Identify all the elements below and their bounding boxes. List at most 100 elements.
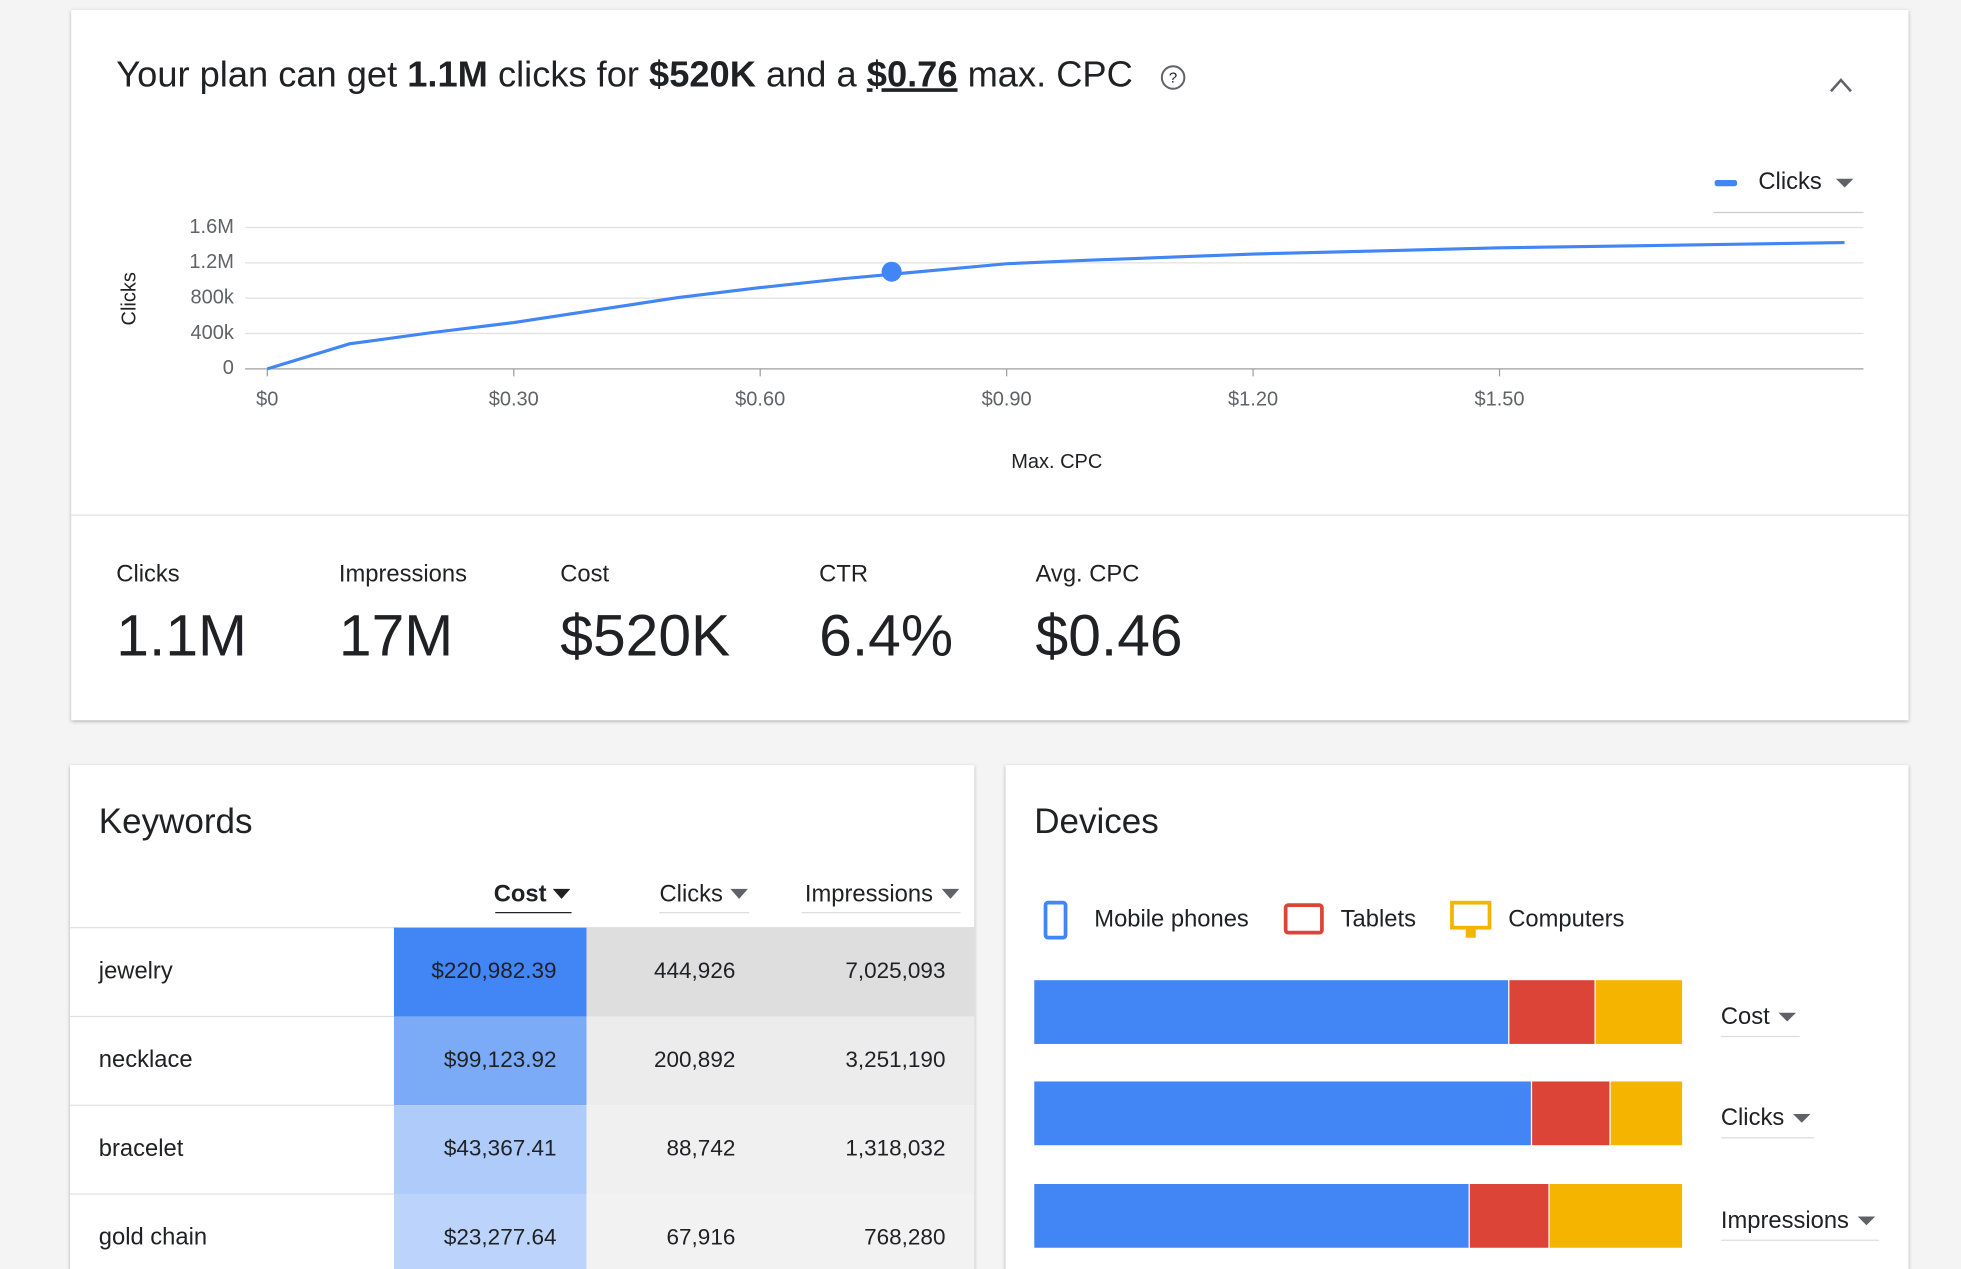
- title-text: clicks for: [498, 53, 639, 94]
- stat-label: Impressions: [339, 560, 467, 587]
- device-bar: [1610, 1081, 1683, 1146]
- impressions-value: 7,025,093: [845, 958, 945, 983]
- clicks-value: 444,926: [654, 958, 735, 983]
- x-tick-label: $0.30: [489, 388, 539, 410]
- keyword[interactable]: necklace: [99, 1046, 193, 1073]
- stat-value: $0.46: [1036, 604, 1183, 669]
- dropdown-arrow: [1792, 1113, 1811, 1123]
- sort-header[interactable]: Cost: [494, 880, 572, 914]
- dropdown-arrow: [1857, 1216, 1876, 1226]
- cost-cell: [393, 1016, 587, 1106]
- dropdown-arrow: [1835, 178, 1854, 188]
- impressions-value: 768,280: [864, 1224, 945, 1249]
- device-bar: [1549, 1183, 1683, 1248]
- plan-title: Your plan can get 1.1M clicks for $520K …: [116, 53, 1132, 94]
- y-tick-label: 1.6M: [189, 216, 233, 238]
- device-bar: [1469, 1183, 1549, 1248]
- device-bar: [1034, 980, 1509, 1044]
- device-bar: [1532, 1081, 1610, 1146]
- stat-value: 17M: [339, 604, 453, 669]
- svg-text:?: ?: [1169, 70, 1177, 87]
- stat-value: 6.4%: [819, 604, 953, 669]
- legend-label: Clicks: [1758, 168, 1821, 195]
- cost-value: $43,367.41: [444, 1136, 557, 1161]
- legend-icon: [1283, 903, 1324, 935]
- y-tick-label: 800k: [190, 286, 234, 308]
- legend-icon: [1465, 927, 1476, 938]
- metric-cell: [586, 1016, 975, 1106]
- stat-label: CTR: [819, 560, 868, 587]
- impressions-value: 1,318,032: [845, 1136, 945, 1161]
- cost-value: $99,123.92: [444, 1047, 557, 1072]
- cost-value: $220,982.39: [431, 958, 556, 983]
- y-axis-label: Clicks: [118, 272, 140, 325]
- metric-label: Clicks: [1721, 1104, 1784, 1131]
- title-cost: $520K: [649, 53, 756, 94]
- title-text: Your plan can get: [116, 53, 397, 94]
- title-text: and a: [766, 53, 858, 94]
- stat-label: Cost: [560, 560, 609, 587]
- clicks-value: 88,742: [667, 1136, 736, 1161]
- keywords-title: Keywords: [99, 802, 253, 841]
- x-axis-label: Max. CPC: [1011, 451, 1102, 473]
- clicks-value: 67,916: [667, 1224, 736, 1249]
- device-bar: [1595, 980, 1683, 1044]
- metric-label: Impressions: [1721, 1207, 1849, 1234]
- metric-cell: [586, 1193, 975, 1269]
- stat-value: $520K: [560, 604, 730, 669]
- cost-cell: [393, 1193, 587, 1269]
- selected-point: [881, 261, 902, 282]
- x-tick-label: $0.90: [982, 388, 1032, 410]
- plan-card: [71, 10, 1909, 721]
- metric-selector[interactable]: Cost: [1720, 1003, 1800, 1038]
- cost-cell: [393, 1105, 587, 1194]
- title-clicks: 1.1M: [407, 53, 488, 94]
- clicks-value: 200,892: [654, 1047, 735, 1072]
- help-icon[interactable]: ?: [1160, 65, 1186, 90]
- cost-cell: [393, 927, 587, 1017]
- x-tick-label: $0.60: [735, 388, 785, 410]
- column-header: Impressions: [805, 880, 933, 907]
- legend-label: Mobile phones: [1094, 905, 1249, 932]
- sort-arrow: [730, 888, 748, 899]
- sort-header[interactable]: Impressions: [801, 880, 961, 914]
- x-tick-label: $1.50: [1474, 388, 1524, 410]
- device-bar: [1509, 980, 1595, 1044]
- metric-label: Cost: [1721, 1003, 1770, 1030]
- metric-selector[interactable]: Impressions: [1720, 1207, 1879, 1241]
- devices-title: Devices: [1034, 802, 1159, 841]
- stat-value: 1.1M: [116, 604, 247, 669]
- legend-icon: [1043, 900, 1068, 940]
- title-cpc[interactable]: $0.76: [867, 53, 958, 94]
- impressions-value: 3,251,190: [845, 1047, 945, 1072]
- keyword[interactable]: gold chain: [99, 1224, 207, 1251]
- series-selector[interactable]: Clicks: [1713, 168, 1864, 214]
- metric-cell: [586, 927, 975, 1017]
- y-tick-label: 400k: [190, 322, 234, 344]
- legend-label: Computers: [1508, 905, 1624, 932]
- legend-label: Tablets: [1341, 905, 1416, 932]
- device-bar: [1034, 1081, 1531, 1146]
- x-tick-label: $0: [256, 388, 278, 410]
- legend-swatch: [1714, 180, 1738, 187]
- device-bar: [1034, 1183, 1469, 1248]
- metric-cell: [586, 1105, 975, 1194]
- metric-selector[interactable]: Clicks: [1720, 1104, 1815, 1139]
- stat-label: Clicks: [116, 560, 179, 587]
- column-header: Clicks: [660, 880, 723, 907]
- keyword[interactable]: bracelet: [99, 1135, 184, 1162]
- stat-label: Avg. CPC: [1036, 560, 1140, 587]
- dropdown-arrow: [1778, 1012, 1796, 1022]
- sort-header[interactable]: Clicks: [659, 880, 750, 914]
- column-header: Cost: [494, 880, 547, 907]
- y-tick-label: 0: [223, 357, 234, 379]
- sort-arrow: [941, 888, 960, 899]
- keyword[interactable]: jewelry: [98, 957, 173, 984]
- cost-value: $23,277.64: [444, 1224, 557, 1249]
- title-text: max. CPC: [968, 53, 1133, 94]
- y-tick-label: 1.2M: [189, 251, 233, 273]
- collapse-button[interactable]: [1829, 78, 1852, 93]
- sort-arrow: [552, 888, 571, 899]
